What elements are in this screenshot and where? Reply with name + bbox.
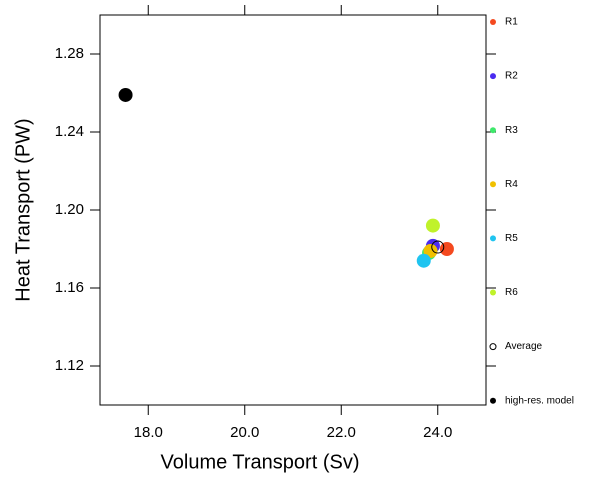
legend-label: R3 [505,125,518,136]
y-tick-label: 1.24 [55,123,84,140]
legend-marker [489,343,497,351]
y-tick-label: 1.20 [55,201,84,218]
legend-marker [490,19,496,25]
legend-label: R2 [505,71,518,82]
point [431,240,445,254]
plot-frame [99,14,487,406]
x-tick-label: 24.0 [423,424,452,441]
x-tick-label: 20.0 [230,424,259,441]
y-tick-label: 1.28 [55,45,84,62]
y-tick-label: 1.16 [55,279,84,296]
legend-marker [490,397,496,404]
legend-label: R4 [505,179,518,190]
y-tick-label: 1.12 [55,357,84,374]
x-tick-label: 22.0 [327,424,356,441]
legend-marker [490,235,496,242]
legend-marker [490,181,496,188]
legend-marker [490,127,496,134]
legend-label: R1 [505,17,518,28]
legend-label: Average [505,341,543,352]
legend-marker [490,73,496,80]
point [439,242,454,256]
y-axis-label: Heat Transport (PW) [12,118,34,301]
point [423,243,438,258]
legend-label: high-res. model [505,395,574,406]
legend-label: R6 [505,287,518,298]
x-axis-label: Volume Transport (Sv) [161,451,360,473]
point [425,218,440,233]
point [416,253,431,268]
legend-marker [490,289,496,296]
point [118,87,133,102]
x-tick-label: 18.0 [134,424,163,441]
legend-label: R5 [505,233,518,244]
